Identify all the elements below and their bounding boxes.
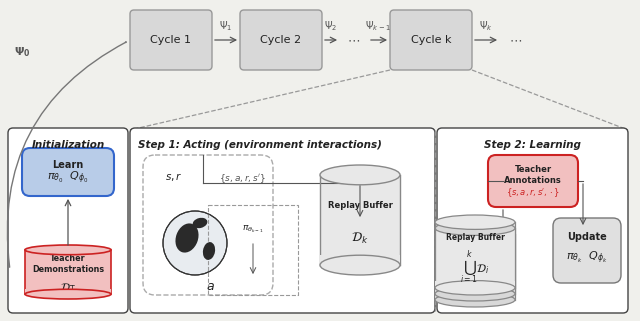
Text: $\Psi_k$: $\Psi_k$ [479, 19, 493, 33]
Bar [435, 228, 515, 294]
Text: $s, r$: $s, r$ [165, 171, 182, 183]
Ellipse shape [25, 289, 111, 299]
Text: $\Psi_2$: $\Psi_2$ [324, 19, 338, 33]
Text: $\mathcal{D}_k$: $\mathcal{D}_k$ [351, 230, 369, 246]
Text: $\pi_{\theta_0}\ \ Q_{\phi_0}$: $\pi_{\theta_0}\ \ Q_{\phi_0}$ [47, 170, 89, 186]
Text: Step 1: Acting (environment interactions): Step 1: Acting (environment interactions… [138, 140, 382, 150]
Text: $\mathcal{D}_{\mathrm{T}}$: $\mathcal{D}_{\mathrm{T}}$ [60, 281, 76, 295]
Bar [435, 293, 515, 300]
Text: $\pi_{\theta_{k-1}}$: $\pi_{\theta_{k-1}}$ [242, 223, 264, 235]
Bar [320, 255, 400, 265]
FancyArrowPatch shape [8, 42, 126, 267]
Text: Replay Buffer: Replay Buffer [445, 233, 504, 242]
FancyBboxPatch shape [390, 10, 472, 70]
FancyBboxPatch shape [130, 128, 435, 313]
Ellipse shape [203, 242, 215, 260]
Text: $\cdots$: $\cdots$ [348, 33, 360, 47]
Bar [320, 175, 400, 265]
Bar [435, 281, 515, 288]
Ellipse shape [435, 215, 515, 230]
Ellipse shape [435, 293, 515, 307]
Text: Update: Update [567, 232, 607, 242]
Bar [435, 222, 515, 288]
Text: $\{s,a,r,s',\cdot\}$: $\{s,a,r,s',\cdot\}$ [506, 187, 560, 199]
Ellipse shape [193, 218, 207, 228]
Bar [25, 250, 111, 294]
Text: $\{s,a,r,s'\}$: $\{s,a,r,s'\}$ [220, 173, 267, 185]
Text: Step 2: Learning: Step 2: Learning [484, 140, 581, 150]
Text: $\mathbf{\Psi_0}$: $\mathbf{\Psi_0}$ [14, 45, 31, 59]
Bar [435, 287, 515, 294]
Bar [25, 289, 111, 294]
Ellipse shape [435, 281, 515, 295]
Ellipse shape [25, 245, 111, 255]
Ellipse shape [435, 227, 515, 241]
Ellipse shape [435, 221, 515, 235]
FancyBboxPatch shape [130, 10, 212, 70]
Ellipse shape [175, 223, 198, 253]
Ellipse shape [320, 255, 400, 275]
Text: Teacher
Demonstrations: Teacher Demonstrations [32, 254, 104, 274]
FancyBboxPatch shape [437, 128, 628, 313]
FancyBboxPatch shape [22, 148, 114, 196]
Text: Cycle k: Cycle k [411, 35, 451, 45]
FancyBboxPatch shape [143, 155, 273, 295]
Text: $\Psi_1$: $\Psi_1$ [220, 19, 233, 33]
FancyBboxPatch shape [240, 10, 322, 70]
FancyBboxPatch shape [8, 128, 128, 313]
Text: Teacher
Annotations: Teacher Annotations [504, 165, 562, 185]
Text: Learn: Learn [52, 160, 84, 170]
Text: Initialization: Initialization [31, 140, 104, 150]
FancyBboxPatch shape [488, 155, 578, 207]
Text: $\cdots$: $\cdots$ [509, 33, 522, 47]
Ellipse shape [435, 287, 515, 301]
Circle shape [163, 211, 227, 275]
Text: Cycle 1: Cycle 1 [150, 35, 191, 45]
Text: $\bigcup_{i=1}^{k}\mathcal{D}_i$: $\bigcup_{i=1}^{k}\mathcal{D}_i$ [460, 249, 490, 287]
Text: Cycle 2: Cycle 2 [260, 35, 301, 45]
Text: $\Psi_{k-1}$: $\Psi_{k-1}$ [365, 19, 391, 33]
Ellipse shape [320, 165, 400, 185]
Text: $\pi_{\theta_k}\ \ Q_{\phi_k}$: $\pi_{\theta_k}\ \ Q_{\phi_k}$ [566, 250, 608, 266]
Text: Replay Buffer: Replay Buffer [328, 201, 392, 210]
Bar [435, 234, 515, 300]
FancyBboxPatch shape [553, 218, 621, 283]
Text: $a$: $a$ [205, 281, 214, 293]
